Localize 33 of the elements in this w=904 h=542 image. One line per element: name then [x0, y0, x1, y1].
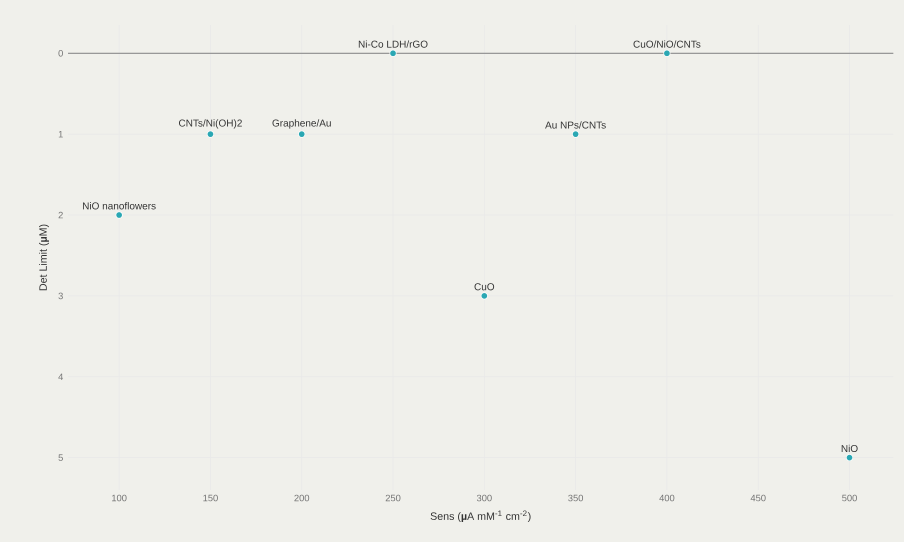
annotation: Au NPs/CNTs: [545, 121, 606, 129]
y-tick-label: 3: [58, 292, 63, 300]
point: [206, 130, 214, 138]
annotation: NiO: [842, 444, 858, 452]
annotation: Ni-Co LDH/rGO: [358, 40, 428, 48]
y-tick-label: 1: [58, 130, 63, 138]
annotation: CuO/NiO/CNTs: [634, 40, 700, 48]
x-tick-label: 350: [568, 494, 584, 502]
y-tick-label: 0: [58, 50, 63, 57]
annotation: CuO: [474, 283, 494, 290]
x-tick-label: 300: [476, 494, 492, 502]
annotation: CNTs/Ni(OH)2: [178, 119, 242, 129]
y-tick-label: 5: [58, 454, 63, 461]
x-tick-label: 400: [659, 494, 674, 502]
x-tick-label: 100: [112, 494, 127, 502]
x-axis-title: Sens (µA mM$^{-1}$ cm$^{-2}$): [430, 510, 531, 522]
point: [298, 130, 306, 138]
y-tick-label: 4: [58, 374, 64, 380]
x-tick-label: 250: [386, 494, 400, 502]
x-tick-label: 200: [294, 494, 310, 502]
point: [389, 50, 397, 57]
point: [846, 454, 854, 462]
annotation: NiO nanoflowers: [82, 202, 156, 210]
annotation: Graphene/Au: [272, 119, 331, 129]
y-axis-title: Det Limit (µM): [39, 224, 49, 290]
x-tick-label: 450: [750, 494, 766, 502]
point: [480, 292, 488, 300]
x-tick-label: 150: [203, 494, 218, 502]
point: [572, 130, 580, 138]
point: [663, 50, 670, 57]
point: [116, 212, 123, 219]
x-tick-label: 500: [842, 494, 857, 502]
y-tick-label: 2: [58, 212, 63, 218]
